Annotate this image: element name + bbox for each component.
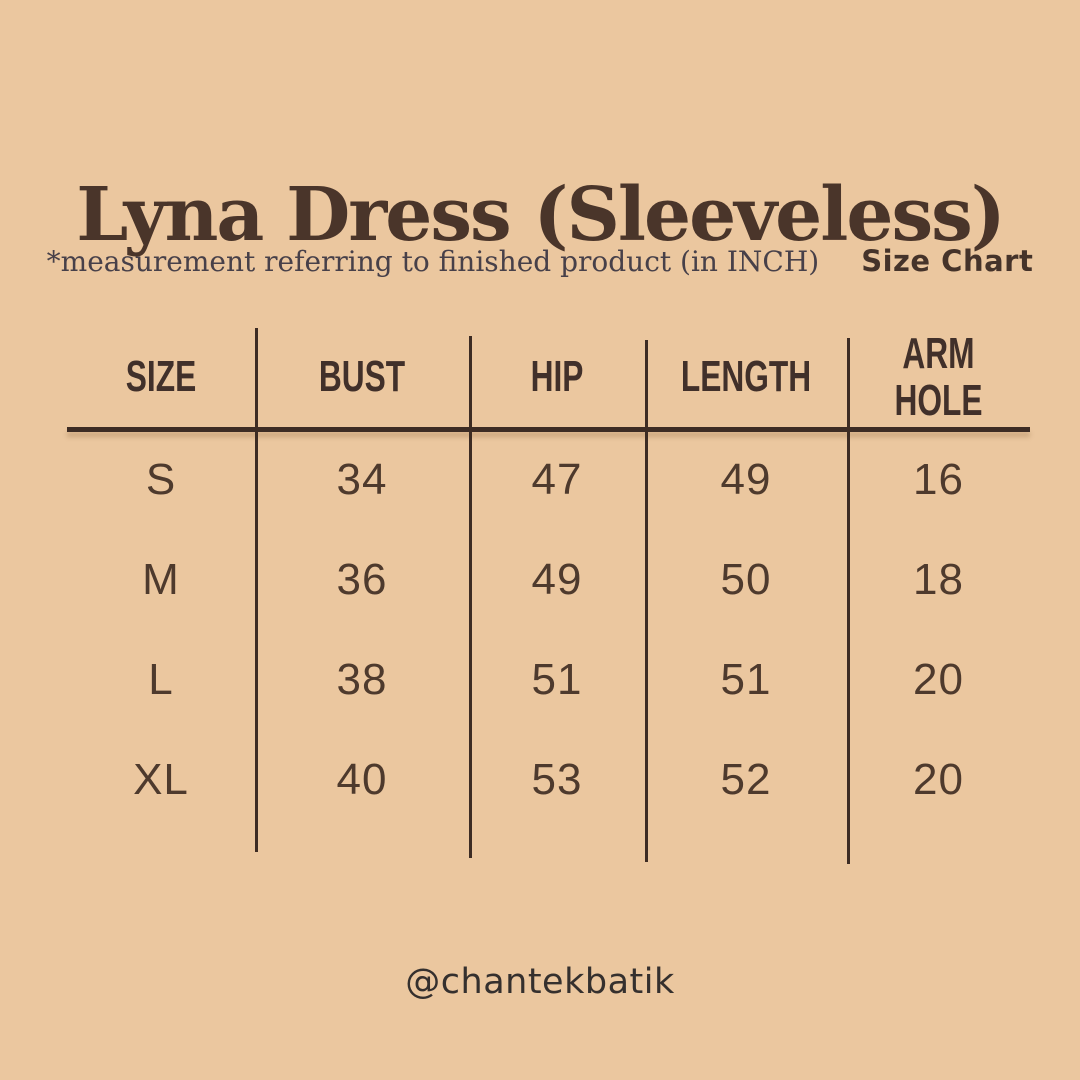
cell-size: M [142, 555, 180, 604]
cell-hip: 47 [531, 455, 583, 504]
column-divider-1 [255, 328, 258, 852]
cell-bust: 36 [336, 555, 388, 604]
column-header-bust: BUST [318, 352, 406, 402]
page-title: Lyna Dress (Sleeveless) [76, 171, 1006, 258]
table-row-xl: XL 40 53 52 20 [67, 730, 1030, 830]
column-divider-3 [645, 340, 648, 862]
cell-hip: 49 [531, 555, 583, 604]
size-table: SIZE BUST HIP LENGTH ARM HOLE S 34 47 49… [67, 328, 1030, 873]
cell-bust: 40 [336, 755, 388, 804]
column-header-length: LENGTH [680, 352, 812, 402]
cell-armhole: 18 [913, 555, 964, 604]
cell-size: S [145, 455, 177, 504]
cell-size: XL [133, 755, 189, 804]
cell-bust: 34 [336, 455, 388, 504]
cell-length: 52 [720, 755, 772, 804]
cell-length: 49 [720, 455, 772, 504]
instagram-handle: @chantekbatik [405, 962, 675, 1002]
cell-armhole: 20 [913, 655, 964, 704]
cell-length: 51 [720, 655, 772, 704]
cell-armhole: 20 [913, 755, 964, 804]
size-chart-label: Size Chart [861, 244, 1034, 278]
table-row-l: L 38 51 51 20 [67, 630, 1030, 730]
cell-size: L [148, 655, 174, 704]
column-header-hip: HIP [530, 352, 584, 402]
table-header-row: SIZE BUST HIP LENGTH ARM HOLE [67, 328, 1030, 427]
column-header-armhole: ARM HOLE [894, 329, 983, 425]
column-divider-4 [847, 338, 850, 864]
table-body: S 34 47 49 16 M 36 49 50 18 L 38 51 51 2… [67, 430, 1030, 830]
cell-bust: 38 [336, 655, 388, 704]
cell-length: 50 [720, 555, 772, 604]
table-row-s: S 34 47 49 16 [67, 430, 1030, 530]
cell-hip: 51 [531, 655, 583, 704]
subtitle-row: *measurement referring to finished produ… [0, 244, 1080, 278]
cell-armhole: 16 [913, 455, 964, 504]
cell-hip: 53 [531, 755, 583, 804]
table-row-m: M 36 49 50 18 [67, 530, 1030, 630]
header-underline [67, 427, 1030, 432]
column-divider-2 [469, 336, 472, 858]
column-header-size: SIZE [125, 352, 197, 402]
measurement-note: *measurement referring to finished produ… [46, 245, 820, 278]
